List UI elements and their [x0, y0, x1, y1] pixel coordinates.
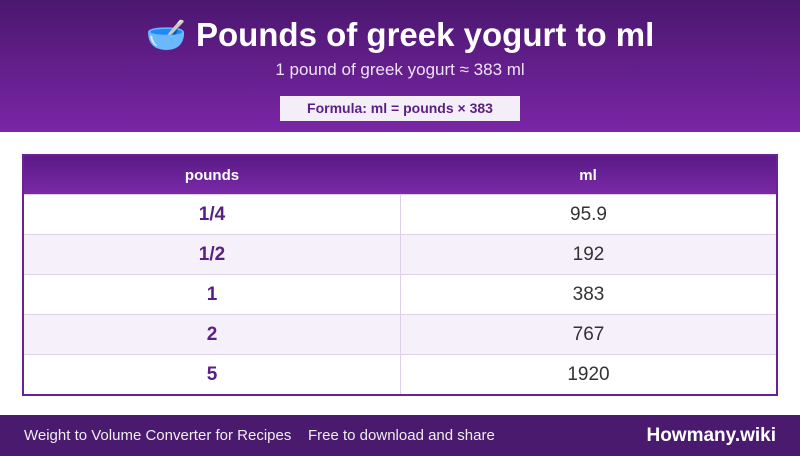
table-cell: 1920	[400, 355, 776, 394]
column-header: ml	[579, 166, 597, 184]
footer-left: Weight to Volume Converter for Recipes	[24, 427, 292, 444]
title: 🥣 Pounds of greek yogurt to ml	[0, 14, 800, 56]
table-row: 5 1920	[24, 354, 776, 394]
formula: Formula: ml = pounds × 383	[280, 96, 520, 121]
table-cell: 2	[206, 323, 218, 345]
icon: 🥣	[145, 16, 187, 53]
table-cell: 95.9	[400, 195, 776, 234]
brand[interactable]: Howmany.wiki	[646, 425, 776, 446]
table-row: 1 383	[24, 274, 776, 314]
header: 🥣 Pounds of greek yogurt to ml 1 pound o…	[0, 0, 800, 132]
table-cell: 383	[400, 275, 776, 314]
table-cell: 192	[400, 235, 776, 274]
title-text: Pounds of greek yogurt to ml	[195, 16, 655, 53]
table-cell: 1	[206, 283, 218, 305]
table-row: 2 767	[24, 314, 776, 354]
footer-middle: Free to download and share	[308, 427, 495, 444]
table-cell: 1/2	[198, 243, 226, 265]
table-cell: 767	[400, 315, 776, 354]
subtitle: 1 pound of greek yogurt ≈ 383 ml	[275, 60, 525, 79]
header-row: pounds ml	[24, 156, 776, 194]
table-cell: 5	[206, 363, 218, 385]
table-cell: 1/4	[198, 203, 226, 225]
table-row: 1/4 95.9	[24, 194, 776, 234]
column-header: pounds	[184, 166, 240, 184]
footer: Weight to Volume Converter for Recipes F…	[0, 415, 800, 456]
table: pounds ml 1/4 95.9 1/2 192 1 383 2 767 5 1920	[22, 154, 778, 396]
table-row: 1/2 192	[24, 234, 776, 274]
